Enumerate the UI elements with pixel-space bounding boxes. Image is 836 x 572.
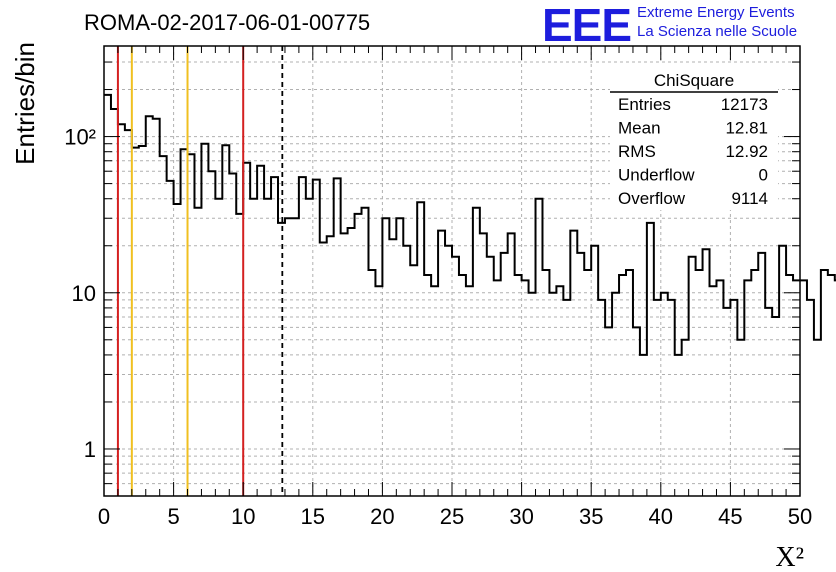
stats-label-mean: Mean <box>618 119 661 138</box>
stats-label-underflow: Underflow <box>618 166 695 185</box>
x-tick-label: 5 <box>167 504 179 529</box>
stats-value-mean: 12.81 <box>725 119 768 138</box>
y-tick-label: 10 <box>72 281 96 306</box>
x-tick-label: 45 <box>718 504 742 529</box>
x-tick-label: 15 <box>301 504 325 529</box>
x-tick-label: 20 <box>370 504 394 529</box>
x-tick-label: 0 <box>98 504 110 529</box>
x-axis-title: X² <box>775 542 804 572</box>
logo-line-1: Extreme Energy Events <box>637 4 795 21</box>
axis-ticks <box>103 46 801 496</box>
y-tick-label: 1 <box>84 437 96 462</box>
stats-label-entries: Entries <box>618 95 671 114</box>
chart-title: ROMA-02-2017-06-01-00775 <box>84 10 371 35</box>
stats-box: ChiSquare Entries 12173 Mean 12.81 RMS 12.92 Un… <box>610 64 778 210</box>
histogram-line <box>104 93 836 356</box>
x-tick-label: 10 <box>231 504 255 529</box>
histogram-series <box>104 93 836 356</box>
stats-label-rms: RMS <box>618 142 656 161</box>
y-axis-title: Entries/bin <box>10 42 40 165</box>
y-tick-label: 10² <box>64 125 96 150</box>
x-tick-label: 50 <box>788 504 812 529</box>
logo-line-2: La Scienza nelle Scuole <box>637 23 798 40</box>
stats-title: ChiSquare <box>654 71 734 90</box>
stats-value-underflow: 0 <box>759 166 768 185</box>
axis-labels: 0 5 10 15 20 25 30 35 40 45 50 1 10 10² X² Entries/bin <box>10 42 812 572</box>
stats-background <box>610 64 778 210</box>
stats-value-rms: 12.92 <box>725 142 768 161</box>
x-tick-label: 40 <box>649 504 673 529</box>
stats-value-overflow: 9114 <box>731 189 768 208</box>
x-tick-label: 35 <box>579 504 603 529</box>
eee-logo: EEE <box>542 0 632 51</box>
stats-value-entries: 12173 <box>721 95 768 114</box>
reference-lines <box>116 46 284 496</box>
stats-label-overflow: Overflow <box>618 189 686 208</box>
x-tick-label: 25 <box>440 504 464 529</box>
x-tick-label: 30 <box>509 504 533 529</box>
